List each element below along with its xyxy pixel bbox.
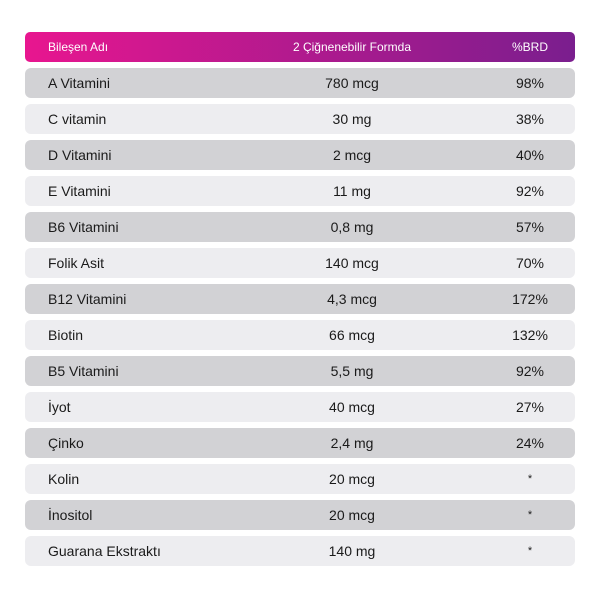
ingredient-name: Guarana Ekstraktı xyxy=(48,543,161,559)
ingredient-brd: 172% xyxy=(512,291,548,307)
table-row: B6 Vitamini 0,8 mg 57% xyxy=(25,212,575,242)
ingredient-name: A Vitamini xyxy=(48,75,110,91)
header-ingredient-name: Bileşen Adı xyxy=(48,40,109,54)
ingredient-amount: 5,5 mg xyxy=(330,363,374,379)
ingredient-name: Çinko xyxy=(48,435,84,451)
ingredient-name: B6 Vitamini xyxy=(48,219,119,235)
ingredient-brd: 38% xyxy=(515,111,545,127)
table-row: Guarana Ekstraktı 140 mg * xyxy=(25,536,575,566)
ingredient-brd: 132% xyxy=(512,327,548,343)
ingredient-amount: 0,8 mg xyxy=(330,219,374,235)
table-row: Biotin 66 mcg 132% xyxy=(25,320,575,350)
ingredient-amount: 20 mcg xyxy=(329,471,375,487)
table-row: D Vitamini 2 mcg 40% xyxy=(25,140,575,170)
ingredient-amount: 66 mcg xyxy=(329,327,375,343)
ingredient-brd: * xyxy=(527,545,533,557)
ingredient-name: B5 Vitamini xyxy=(48,363,119,379)
ingredient-brd: 57% xyxy=(515,219,545,235)
ingredient-amount: 2 mcg xyxy=(332,147,372,163)
table-row: Çinko 2,4 mg 24% xyxy=(25,428,575,458)
table-header: Bileşen Adı 2 Çiğnenebilir Formda %BRD xyxy=(25,32,575,62)
ingredient-amount: 780 mcg xyxy=(325,75,379,91)
table-row: İnositol 20 mcg * xyxy=(25,500,575,530)
ingredient-amount: 40 mcg xyxy=(329,399,375,415)
ingredient-amount: 11 mg xyxy=(333,183,371,199)
table-row: B12 Vitamini 4,3 mcg 172% xyxy=(25,284,575,314)
ingredient-amount: 2,4 mg xyxy=(330,435,374,451)
table-row: C vitamin 30 mg 38% xyxy=(25,104,575,134)
ingredient-brd: 98% xyxy=(515,75,545,91)
ingredient-brd: * xyxy=(527,473,533,485)
ingredient-amount: 30 mg xyxy=(332,111,372,127)
ingredient-name: E Vitamini xyxy=(48,183,111,199)
ingredient-name: Folik Asit xyxy=(48,255,105,271)
table-row: Kolin 20 mcg * xyxy=(25,464,575,494)
table-row: B5 Vitamini 5,5 mg 92% xyxy=(25,356,575,386)
ingredient-name: B12 Vitamini xyxy=(48,291,127,307)
ingredient-brd: 40% xyxy=(515,147,545,163)
table-row: A Vitamini 780 mcg 98% xyxy=(25,68,575,98)
table-row: İyot 40 mcg 27% xyxy=(25,392,575,422)
ingredient-brd: 70% xyxy=(515,255,545,271)
ingredient-amount: 20 mcg xyxy=(329,507,375,523)
nutrition-table: Bileşen Adı 2 Çiğnenebilir Formda %BRD A… xyxy=(25,32,575,572)
ingredient-brd: 24% xyxy=(515,435,545,451)
ingredient-name: İyot xyxy=(48,399,71,415)
ingredient-amount: 140 mcg xyxy=(325,255,379,271)
ingredient-name: C vitamin xyxy=(48,111,107,127)
ingredient-name: Kolin xyxy=(48,471,80,487)
table-row: Folik Asit 140 mcg 70% xyxy=(25,248,575,278)
ingredient-brd: 92% xyxy=(515,363,545,379)
table-row: E Vitamini 11 mg 92% xyxy=(25,176,575,206)
ingredient-name: D Vitamini xyxy=(48,147,112,163)
ingredient-brd: 27% xyxy=(515,399,545,415)
ingredient-amount: 4,3 mcg xyxy=(327,291,377,307)
ingredient-brd: 92% xyxy=(515,183,545,199)
ingredient-amount: 140 mg xyxy=(328,543,376,559)
ingredient-brd: * xyxy=(527,509,533,521)
header-amount: 2 Çiğnenebilir Formda xyxy=(292,40,412,54)
header-brd: %BRD xyxy=(511,40,548,54)
ingredient-name: Biotin xyxy=(48,327,84,343)
ingredient-name: İnositol xyxy=(48,507,93,523)
